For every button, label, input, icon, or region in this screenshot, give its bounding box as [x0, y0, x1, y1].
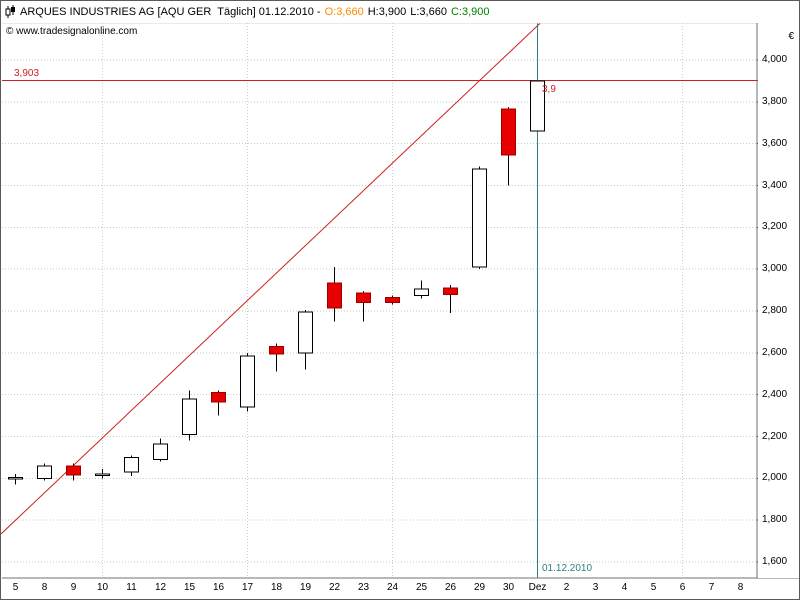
price-tick-label: 3,400: [762, 179, 788, 191]
price-axis[interactable]: € 4,000 3,800 3,600 3,400 3,200 3,000 2,800 2,6…: [758, 23, 799, 578]
candle-body[interactable]: [66, 465, 81, 476]
currency-unit-label: €: [788, 31, 794, 42]
cursor-date-label: 01.12.2010: [542, 563, 593, 574]
date-tick-label: 15: [183, 582, 196, 593]
candle-body[interactable]: [472, 168, 487, 268]
date-tick-label: 25: [415, 582, 428, 593]
date-tick-label: 9: [70, 582, 77, 593]
date-tick-label: 8: [41, 582, 48, 593]
horizontal-line-value-label[interactable]: 3,903: [14, 68, 40, 79]
price-tick-label: 2,600: [762, 346, 788, 358]
date-tick-label: 24: [386, 582, 399, 593]
date-tick-label: 6: [679, 582, 686, 593]
date-tick-label: 26: [444, 582, 457, 593]
price-tick-label: 3,200: [762, 221, 788, 233]
price-tick-label: 3,800: [762, 95, 788, 107]
candle-body[interactable]: [269, 346, 284, 355]
candle-body[interactable]: [356, 292, 371, 304]
candle-body[interactable]: [95, 473, 110, 477]
price-tick-label: 4,000: [762, 54, 788, 65]
price-tick-label: 1,600: [762, 556, 788, 567]
date-tick-label: Dez: [528, 582, 547, 593]
candle-body[interactable]: [182, 398, 197, 435]
price-tick-label: 3,600: [762, 137, 788, 149]
candle-body[interactable]: [530, 80, 545, 132]
date-tick-label: 3: [592, 582, 599, 593]
candle-body[interactable]: [153, 443, 168, 461]
chart-titlebar: ARQUES INDUSTRIES AG [AQU GER Täglich] 0…: [1, 1, 799, 23]
date-tick-label: 17: [241, 582, 254, 593]
date-tick-label: 12: [154, 582, 167, 593]
price-tick-label: 3,000: [762, 263, 788, 275]
candle-body[interactable]: [124, 456, 139, 473]
date-tick-label: 8: [737, 582, 744, 593]
date-tick-label: 10: [96, 582, 109, 593]
date-tick-label: 18: [270, 582, 283, 593]
date-tick-label: 5: [12, 582, 19, 593]
candle-body[interactable]: [37, 465, 52, 479]
price-tick-label: 2,800: [762, 305, 788, 316]
date-tick-label: 2: [563, 582, 570, 593]
price-tick-label: 1,800: [762, 514, 788, 526]
date-tick-label: 4: [621, 582, 628, 593]
date-tick-label: 30: [502, 582, 515, 593]
chart-title: ARQUES INDUSTRIES AG [AQU GER Täglich] 0…: [20, 6, 321, 18]
date-tick-label: 19: [299, 582, 312, 593]
time-axis[interactable]: 5 8 9 10 11 12 15 16 17 18 19 22 23 24 25 26 29 30 Dez 2 3 4 5…: [1, 579, 758, 599]
candlestick-icon: [5, 5, 16, 19]
price-tick-label: 2,400: [762, 388, 788, 400]
date-tick-label: 22: [328, 582, 341, 593]
high-value: H:3,900: [367, 6, 407, 18]
date-tick-label: 5: [650, 582, 657, 593]
copyright-label: © www.tradesignalonline.com: [6, 26, 138, 37]
close-value: C:3,900: [450, 6, 490, 18]
candle-body[interactable]: [298, 311, 313, 354]
candle-body[interactable]: [240, 355, 255, 408]
current-price-label: 3,9: [542, 84, 556, 95]
candle-body[interactable]: [414, 288, 429, 296]
candle-body[interactable]: [327, 282, 342, 309]
low-value: L:3,660: [410, 6, 447, 18]
trend-line[interactable]: [1, 1, 564, 535]
date-tick-label: 7: [708, 582, 715, 593]
candle-body[interactable]: [443, 287, 458, 295]
date-tick-label: 29: [473, 582, 486, 593]
date-tick-label: 23: [357, 582, 370, 593]
candle-body[interactable]: [501, 108, 516, 156]
open-value: O:3,660: [324, 6, 364, 18]
date-tick-label: 16: [212, 582, 225, 593]
candle-body[interactable]: [211, 392, 226, 403]
candle-body[interactable]: [385, 296, 400, 304]
price-tick-label: 2,000: [762, 472, 788, 484]
date-tick-label: 11: [126, 582, 137, 593]
price-tick-label: 2,200: [762, 430, 788, 442]
candle-body[interactable]: [8, 476, 23, 480]
